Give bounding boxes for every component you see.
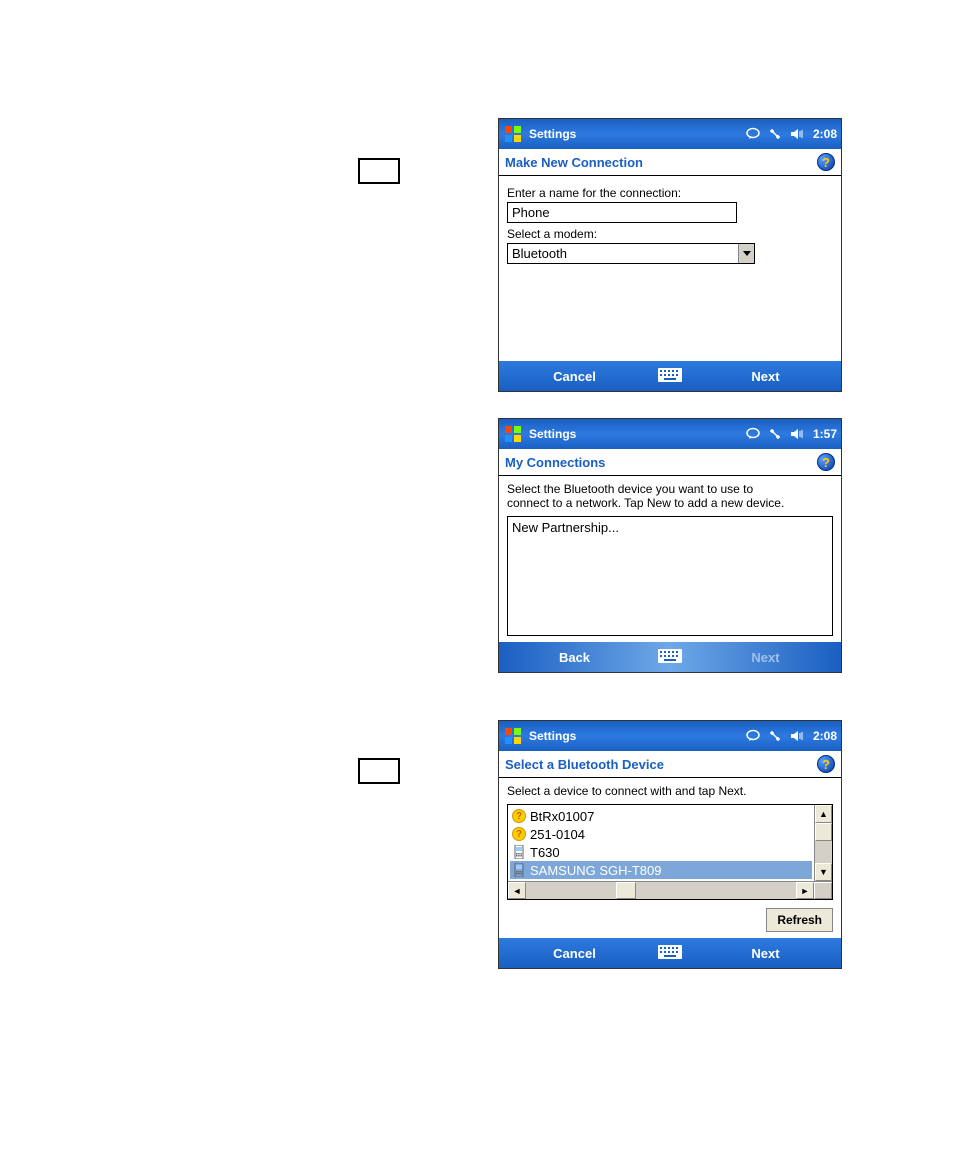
phone-device-icon	[512, 844, 526, 860]
subtitle-bar: Make New Connection ?	[499, 149, 841, 176]
list-item[interactable]: New Partnership...	[510, 519, 830, 536]
chat-icon[interactable]	[745, 126, 761, 142]
clock-time[interactable]: 2:08	[813, 729, 837, 743]
cancel-button[interactable]: Cancel	[499, 940, 650, 967]
scroll-down-button[interactable]: ▼	[815, 863, 832, 881]
connection-name-label: Enter a name for the connection:	[507, 186, 833, 200]
help-icon[interactable]: ?	[817, 153, 835, 171]
screen-select-bluetooth-device: Settings 2:08 Select a Bluetooth Device …	[498, 720, 842, 969]
list-item[interactable]: T630	[510, 843, 812, 861]
list-item[interactable]: SAMSUNG SGH-T809	[510, 861, 812, 879]
content-area: Select a device to connect with and tap …	[499, 778, 841, 938]
titlebar: Settings 1:57	[499, 419, 841, 449]
back-button[interactable]: Back	[499, 644, 650, 671]
device-listbox[interactable]: ?BtRx01007?251-0104T630SAMSUNG SGH-T809 …	[507, 804, 833, 900]
list-item-label: BtRx01007	[530, 809, 594, 824]
help-icon[interactable]: ?	[817, 755, 835, 773]
step-box-1	[358, 158, 400, 184]
titlebar-title: Settings	[529, 127, 745, 141]
clock-time[interactable]: 1:57	[813, 427, 837, 441]
titlebar-title: Settings	[529, 427, 745, 441]
scroll-thumb[interactable]	[815, 823, 832, 841]
titlebar: Settings 2:08	[499, 119, 841, 149]
connectivity-icon[interactable]	[767, 728, 783, 744]
volume-icon[interactable]	[789, 126, 805, 142]
softkey-bar: Back Next	[499, 642, 841, 672]
keyboard-icon[interactable]	[650, 368, 690, 385]
device-listbox[interactable]: New Partnership...	[507, 516, 833, 636]
list-item-label: T630	[530, 845, 560, 860]
scroll-right-button[interactable]: ►	[796, 882, 814, 899]
connection-name-input[interactable]: Phone	[507, 202, 737, 223]
list-item[interactable]: ? BtRx01007	[510, 807, 812, 825]
softkey-bar: Cancel Next	[499, 938, 841, 968]
volume-icon[interactable]	[789, 426, 805, 442]
step-box-2	[358, 758, 400, 784]
keyboard-icon[interactable]	[650, 649, 690, 666]
vertical-scrollbar[interactable]: ▲ ▼	[814, 805, 832, 881]
subtitle-text: Make New Connection	[505, 155, 643, 170]
modem-label: Select a modem:	[507, 227, 833, 241]
unknown-device-icon: ?	[512, 808, 526, 824]
modem-select[interactable]: Bluetooth	[507, 243, 755, 264]
scroll-left-button[interactable]: ◄	[508, 882, 526, 899]
start-icon[interactable]	[503, 124, 523, 144]
horizontal-scrollbar[interactable]: ◄ ►	[508, 881, 832, 899]
softkey-bar: Cancel Next	[499, 361, 841, 391]
titlebar-title: Settings	[529, 729, 745, 743]
chat-icon[interactable]	[745, 426, 761, 442]
instructions-text: Select a device to connect with and tap …	[507, 784, 777, 798]
screen-my-connections: Settings 1:57 My Connections ? Select th…	[498, 418, 842, 673]
content-area: Enter a name for the connection: Phone S…	[499, 176, 841, 361]
phone-device-icon	[512, 862, 526, 878]
chevron-down-icon	[738, 244, 754, 263]
chat-icon[interactable]	[745, 728, 761, 744]
instructions-text: Select the Bluetooth device you want to …	[507, 482, 797, 510]
scroll-thumb[interactable]	[616, 882, 636, 899]
subtitle-bar: Select a Bluetooth Device ?	[499, 751, 841, 778]
list-item[interactable]: ? 251-0104	[510, 825, 812, 843]
titlebar: Settings 2:08	[499, 721, 841, 751]
content-area: Select the Bluetooth device you want to …	[499, 476, 841, 642]
start-icon[interactable]	[503, 726, 523, 746]
scroll-up-button[interactable]: ▲	[815, 805, 832, 823]
next-button[interactable]: Next	[690, 644, 841, 671]
list-item-label: SAMSUNG SGH-T809	[530, 863, 661, 878]
clock-time[interactable]: 2:08	[813, 127, 837, 141]
unknown-device-icon: ?	[512, 826, 526, 842]
connectivity-icon[interactable]	[767, 426, 783, 442]
refresh-button[interactable]: Refresh	[766, 908, 833, 932]
connectivity-icon[interactable]	[767, 126, 783, 142]
start-icon[interactable]	[503, 424, 523, 444]
subtitle-text: Select a Bluetooth Device	[505, 757, 664, 772]
volume-icon[interactable]	[789, 728, 805, 744]
next-button[interactable]: Next	[690, 363, 841, 390]
list-item-label: 251-0104	[530, 827, 585, 842]
cancel-button[interactable]: Cancel	[499, 363, 650, 390]
subtitle-bar: My Connections ?	[499, 449, 841, 476]
screen-make-new-connection: Settings 2:08 Make New Connection ? Ente…	[498, 118, 842, 392]
keyboard-icon[interactable]	[650, 945, 690, 962]
list-item-label: New Partnership...	[512, 520, 619, 535]
subtitle-text: My Connections	[505, 455, 605, 470]
help-icon[interactable]: ?	[817, 453, 835, 471]
next-button[interactable]: Next	[690, 940, 841, 967]
